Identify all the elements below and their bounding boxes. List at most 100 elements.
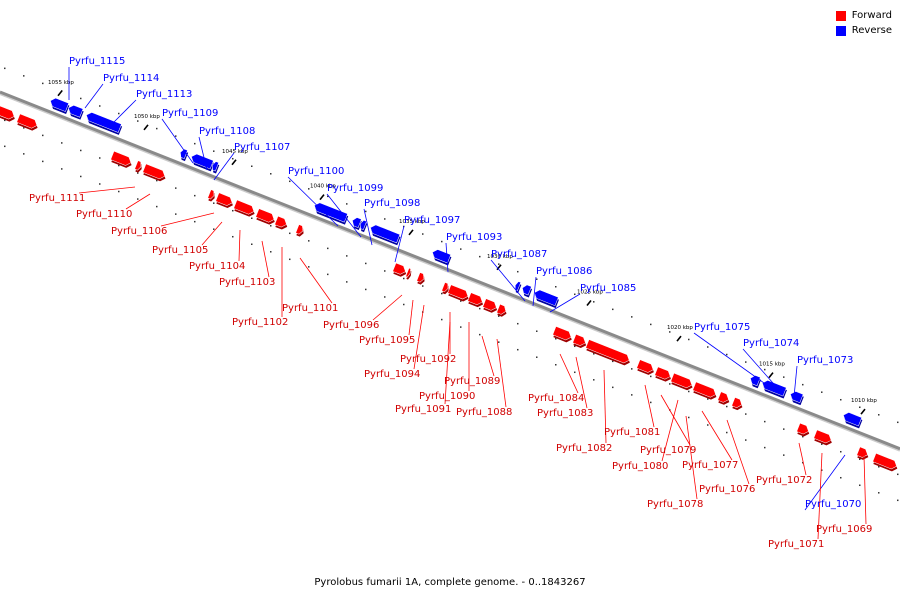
axis-line bbox=[0, 90, 900, 451]
guide-dot bbox=[327, 273, 329, 276]
gene-label-forward: Pyrfu_1080 bbox=[612, 461, 668, 472]
gene-body bbox=[295, 224, 304, 235]
guide-dot bbox=[251, 217, 253, 219]
forward-gene-30 bbox=[856, 446, 869, 460]
guide-dot bbox=[878, 492, 880, 494]
gene-label-forward: Pyrfu_1088 bbox=[456, 407, 512, 418]
guide-dot bbox=[783, 428, 785, 430]
leader-line bbox=[445, 242, 449, 273]
guide-dot bbox=[745, 413, 747, 415]
guide-dot bbox=[175, 187, 177, 189]
scale-tick bbox=[676, 335, 682, 342]
leader-line bbox=[201, 221, 223, 246]
guide-dot bbox=[441, 292, 443, 295]
guide-dot bbox=[308, 240, 310, 242]
guide-dot bbox=[460, 326, 462, 328]
gene-body bbox=[50, 97, 70, 112]
leader-line bbox=[701, 410, 733, 461]
gene-label-forward: Pyrfu_1076 bbox=[699, 484, 755, 495]
legend-reverse: Reverse bbox=[835, 23, 892, 38]
guide-dot bbox=[327, 247, 329, 250]
guide-dot bbox=[764, 446, 766, 449]
gene-label-forward: Pyrfu_1091 bbox=[395, 404, 451, 415]
scale-tick bbox=[319, 194, 325, 201]
leader-line bbox=[726, 419, 750, 485]
guide-dot bbox=[308, 266, 310, 268]
guide-dot bbox=[80, 175, 82, 178]
leader-line bbox=[408, 299, 414, 336]
guide-dot bbox=[42, 82, 44, 85]
guide-dot bbox=[270, 251, 272, 253]
guide-dot bbox=[365, 210, 367, 213]
gene-label-reverse: Pyrfu_1114 bbox=[103, 73, 159, 84]
guide-dot bbox=[593, 353, 595, 355]
leader-line bbox=[444, 321, 451, 405]
guide-dot bbox=[460, 248, 462, 250]
guide-dot bbox=[80, 97, 82, 100]
guide-dot bbox=[650, 375, 652, 378]
scale-label: 1035 kbp bbox=[399, 219, 425, 225]
guide-dot bbox=[232, 209, 234, 212]
guide-dot bbox=[232, 235, 234, 238]
guide-dot bbox=[80, 149, 82, 152]
guide-dot bbox=[156, 205, 158, 208]
leader-line bbox=[817, 452, 823, 540]
guide-dot bbox=[745, 439, 747, 441]
leader-line bbox=[798, 442, 807, 476]
gene-body bbox=[16, 113, 38, 129]
gene-body bbox=[215, 192, 233, 206]
legend: Forward Reverse bbox=[835, 8, 892, 38]
forward-gene-20 bbox=[572, 334, 587, 349]
gene-label-forward: Pyrfu_1106 bbox=[111, 226, 167, 237]
guide-dot bbox=[783, 376, 785, 378]
gene-label-reverse: Pyrfu_1108 bbox=[199, 126, 255, 137]
gene-body bbox=[790, 391, 804, 404]
guide-dot bbox=[707, 424, 709, 426]
guide-dot bbox=[802, 461, 804, 464]
guide-dot bbox=[897, 421, 899, 424]
guide-dot bbox=[422, 285, 424, 287]
forward-gene-11 bbox=[392, 262, 407, 277]
gene-label-reverse: Pyrfu_1115 bbox=[69, 56, 125, 67]
guide-dot bbox=[536, 278, 538, 280]
guide-dot bbox=[479, 307, 481, 310]
guide-dot bbox=[156, 127, 158, 130]
guide-dot bbox=[802, 435, 804, 438]
guide-dot bbox=[688, 416, 690, 419]
gene-label-reverse: Pyrfu_1099 bbox=[327, 183, 383, 194]
gene-label-reverse: Pyrfu_1087 bbox=[491, 249, 547, 260]
legend-forward-label: Forward bbox=[851, 10, 892, 21]
gene-body bbox=[572, 334, 586, 346]
guide-dot bbox=[631, 394, 633, 396]
scale-label: 1050 kbp bbox=[134, 114, 160, 120]
reverse-gene-8 bbox=[360, 219, 368, 233]
gene-label-reverse: Pyrfu_1075 bbox=[694, 322, 750, 333]
guide-dot bbox=[840, 398, 842, 401]
gene-body bbox=[191, 153, 214, 170]
guide-dot bbox=[194, 142, 196, 145]
forward-gene-12 bbox=[405, 267, 412, 280]
guide-dot bbox=[346, 255, 348, 257]
gene-label-forward: Pyrfu_1081 bbox=[604, 427, 660, 438]
gene-body bbox=[86, 112, 122, 133]
gene-label-reverse: Pyrfu_1107 bbox=[234, 142, 290, 153]
guide-dot bbox=[213, 228, 215, 230]
forward-gene-4 bbox=[142, 163, 166, 182]
leader-line bbox=[413, 304, 425, 370]
guide-dot bbox=[555, 338, 557, 340]
leader-line bbox=[804, 454, 846, 511]
guide-dot bbox=[137, 198, 139, 200]
scale-label: 1040 kbp bbox=[310, 184, 336, 190]
guide-dot bbox=[479, 255, 481, 258]
leader-line bbox=[111, 99, 137, 125]
forward-gene-23 bbox=[654, 366, 671, 382]
guide-dot bbox=[118, 190, 120, 193]
gene-body bbox=[796, 422, 809, 435]
leader-line bbox=[742, 348, 781, 392]
guide-dot bbox=[555, 364, 557, 366]
guide-dot bbox=[422, 233, 424, 235]
gene-label-reverse: Pyrfu_1113 bbox=[136, 89, 192, 100]
reverse-gene-6 bbox=[314, 202, 349, 225]
forward-gene-13 bbox=[416, 272, 425, 285]
guide-dot bbox=[859, 484, 861, 487]
